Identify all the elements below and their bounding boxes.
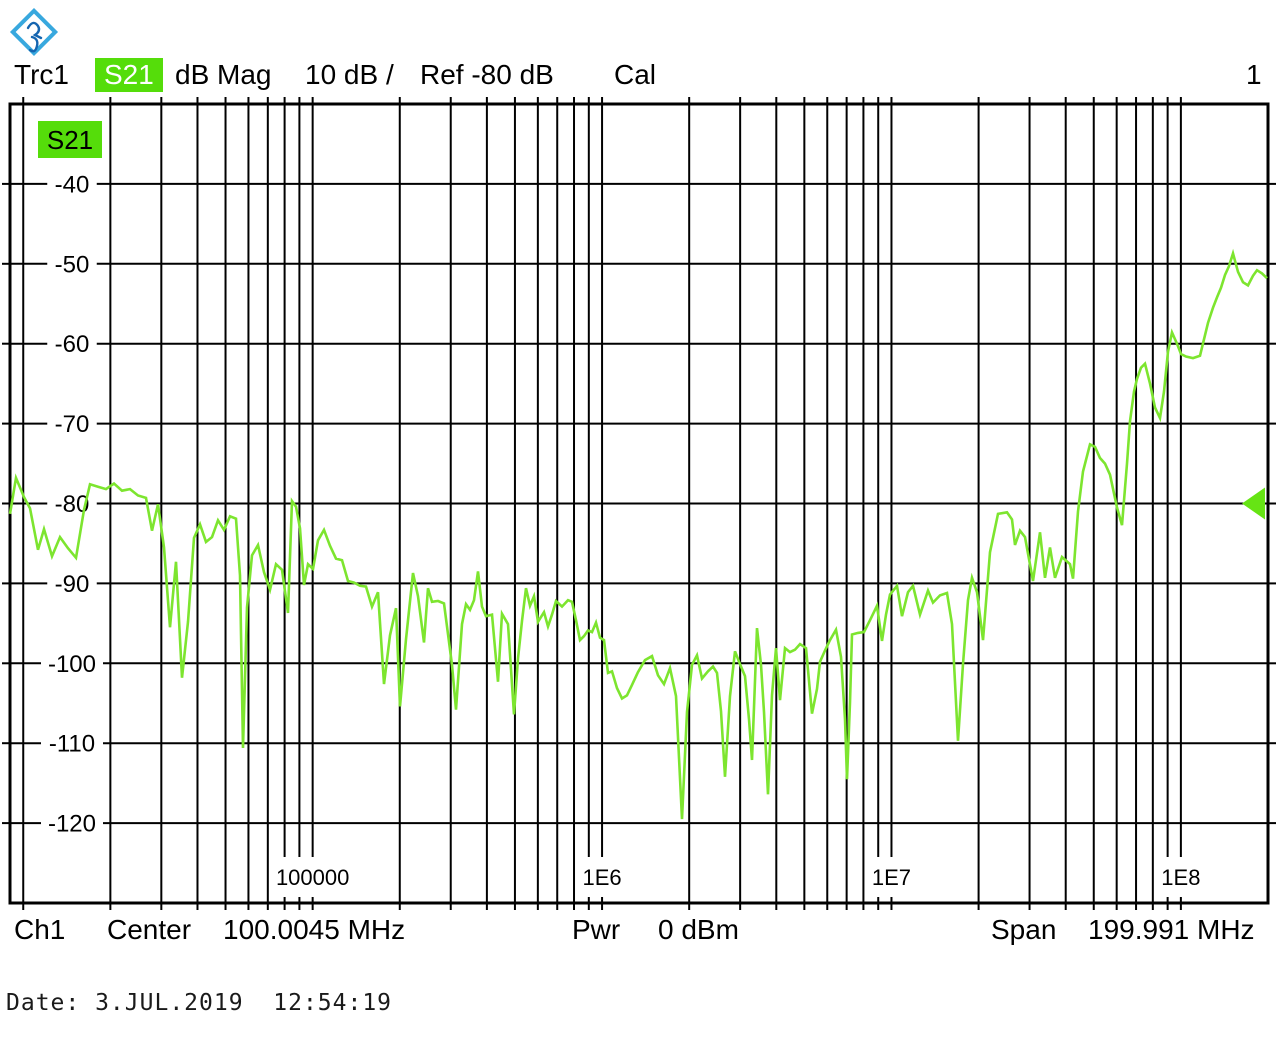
y-tick-label-bg bbox=[47, 568, 97, 599]
x-tick-label: 1E7 bbox=[872, 865, 911, 890]
trace-format[interactable]: dB Mag bbox=[175, 59, 272, 90]
y-tick-label: -120 bbox=[48, 811, 96, 838]
x-tick-label: 1E8 bbox=[1161, 865, 1200, 890]
power-label[interactable]: Pwr bbox=[572, 914, 621, 945]
x-tick-label-bg bbox=[269, 857, 356, 897]
s21-trace bbox=[8, 248, 1268, 820]
x-tick-label-bg bbox=[866, 857, 917, 897]
y-tick-label-bg bbox=[47, 408, 97, 439]
y-tick-label: -110 bbox=[49, 731, 95, 758]
y-tick-label-bg bbox=[41, 728, 103, 759]
y-tick-label-bg bbox=[41, 808, 103, 839]
grid-horizontal bbox=[10, 182, 1268, 825]
y-tick-label-bg bbox=[47, 328, 97, 359]
y-tick-label-bg bbox=[47, 248, 97, 279]
trace-cal-status: Cal bbox=[614, 59, 657, 90]
y-tick-label: -60 bbox=[55, 331, 90, 358]
trace-scale[interactable]: 10 dB / bbox=[305, 59, 394, 90]
x-tick-label: 1E6 bbox=[582, 865, 621, 890]
rs-logo bbox=[9, 7, 59, 57]
rs-logo-diamond bbox=[9, 7, 59, 57]
y-tick-label: -90 bbox=[55, 571, 90, 598]
trace-label-badge[interactable]: S21 bbox=[38, 121, 102, 158]
y-tick-label-bg bbox=[41, 648, 103, 679]
x-axis-labels: 100000 1E6 1E7 1E8 bbox=[269, 857, 1206, 897]
trace-header: Trc1 S21 dB Mag 10 dB / Ref -80 dB Cal 1 bbox=[0, 58, 1278, 92]
trace-badge-bg[interactable] bbox=[38, 121, 102, 158]
channel-line: Ch1 Center 100.0045 MHz Pwr 0 dBm Span 1… bbox=[0, 913, 1278, 949]
power-value[interactable]: 0 dBm bbox=[658, 914, 739, 945]
y-tick-label: -40 bbox=[55, 171, 90, 198]
trace-measurement-badge[interactable]: S21 bbox=[95, 58, 163, 92]
ref-level-triangle-icon[interactable] bbox=[1242, 487, 1265, 520]
axis-ticks bbox=[2, 97, 1276, 910]
center-value[interactable]: 100.0045 MHz bbox=[223, 914, 406, 945]
span-value[interactable]: 199.991 MHz bbox=[1088, 914, 1255, 945]
ref-level-marker[interactable] bbox=[1242, 487, 1265, 520]
trace-name[interactable]: Trc1 bbox=[14, 59, 69, 90]
y-tick-label: -50 bbox=[55, 251, 90, 278]
y-tick-label-bg bbox=[47, 168, 97, 199]
span-label[interactable]: Span bbox=[991, 914, 1057, 945]
trace-polyline bbox=[8, 248, 1268, 820]
x-tick-label: 100000 bbox=[276, 865, 349, 890]
y-tick-label: -70 bbox=[55, 411, 90, 438]
y-tick-label: -100 bbox=[48, 651, 96, 678]
center-label[interactable]: Center bbox=[107, 914, 192, 945]
trace-badge-text: S21 bbox=[47, 125, 93, 155]
channel-name[interactable]: Ch1 bbox=[14, 914, 66, 945]
rs-logo-monogram bbox=[26, 21, 43, 53]
x-tick-label-bg bbox=[1156, 857, 1206, 897]
date-time-stamp: Date: 3.JUL.2019 12:54:19 bbox=[6, 990, 393, 1016]
y-axis-labels: -40-50-60-70-80-90-100-110-120 bbox=[41, 168, 103, 839]
trace-ref-level[interactable]: Ref -80 dB bbox=[420, 59, 554, 90]
window-number: 1 bbox=[1246, 59, 1262, 90]
x-tick-label-bg bbox=[577, 857, 627, 897]
